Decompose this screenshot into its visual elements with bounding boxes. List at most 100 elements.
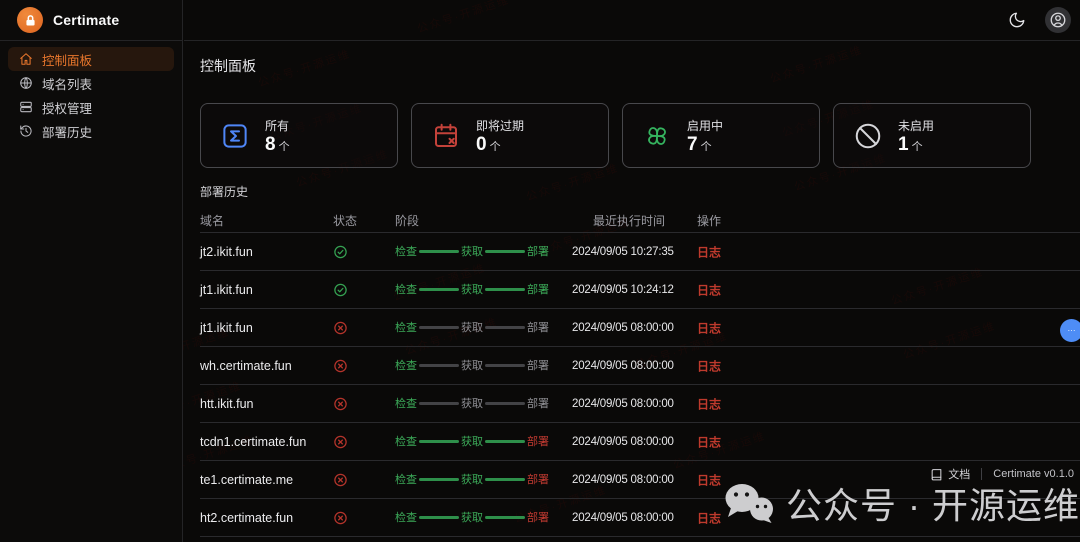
circle-x-icon: [333, 510, 348, 525]
lock-icon: [23, 13, 38, 28]
cell-stage: 检查 获取 部署: [395, 474, 549, 486]
cell-last-run-time: 2024/09/05 08:00:00: [572, 397, 674, 410]
stat-card-value: 7: [687, 133, 698, 155]
log-link[interactable]: 日志: [697, 473, 722, 487]
cell-status: [333, 244, 348, 259]
column-header-domain: 域名: [200, 214, 225, 228]
stage-label-2: 获取: [461, 473, 483, 486]
stage-label-3: 部署: [527, 245, 549, 258]
fan-icon: [642, 121, 672, 151]
book-icon: [930, 468, 943, 481]
stage-label-1: 检查: [395, 397, 417, 410]
sidebar-item-label: 部署历史: [42, 125, 93, 140]
globe-icon: [19, 76, 33, 90]
stat-card-text: 所有 8 个: [265, 117, 290, 155]
main-content: 控制面板 所有 8 个即将过期 0 个启用中 7 个未启用 1 个 部署历史 域名 状态 阶段 最近执…: [184, 41, 1080, 542]
sidebar-item-4[interactable]: 部署历史: [8, 119, 174, 143]
calendar-x-icon: [431, 121, 461, 151]
history-icon: [19, 124, 33, 138]
stage-connector-2: [485, 516, 525, 519]
table-row: tcdn1.certimate.fun 检查 获取 部署 2024/09/05 08:0…: [200, 423, 1080, 461]
stat-card-value: 0: [476, 133, 487, 155]
sidebar-item-1[interactable]: 控制面板: [8, 47, 174, 71]
docs-link[interactable]: 文档: [930, 466, 970, 482]
stage-label-3: 部署: [527, 397, 549, 410]
docs-label: 文档: [948, 469, 971, 481]
server-icon: [19, 100, 33, 114]
footer: 文档 Certimate v0.1.0: [930, 466, 1074, 482]
log-link[interactable]: 日志: [697, 359, 722, 373]
stage-connector-2: [485, 402, 525, 405]
circle-x-icon: [333, 472, 348, 487]
stat-card-1: 所有 8 个: [200, 103, 398, 168]
stage-label-1: 检查: [395, 245, 417, 258]
floating-widget-badge[interactable]: ···: [1060, 319, 1080, 342]
cell-stage: 检查 获取 部署: [395, 360, 549, 372]
stat-card-value: 8: [265, 133, 276, 155]
sidebar-item-3[interactable]: 授权管理: [8, 95, 174, 119]
log-link[interactable]: 日志: [697, 435, 722, 449]
stage-connector-1: [419, 364, 459, 367]
stage-connector-2: [485, 478, 525, 481]
cell-status: [333, 320, 348, 335]
stat-card-text: 未启用 1 个: [898, 117, 934, 155]
theme-toggle-button[interactable]: [1002, 5, 1032, 35]
cell-status: [333, 358, 348, 373]
table-row: ht2.certimate.fun 检查 获取 部署 2024/09/05 08:00:…: [200, 499, 1080, 537]
cell-stage: 检查 获取 部署: [395, 398, 549, 410]
stat-card-label: 启用中: [687, 118, 724, 133]
sigma-icon: [220, 121, 250, 151]
stage-connector-1: [419, 516, 459, 519]
stage-label-1: 检查: [395, 511, 417, 524]
stat-card-unit: 个: [278, 140, 290, 153]
app-version: Certimate v0.1.0: [993, 468, 1074, 480]
cell-last-run-time: 2024/09/05 08:00:00: [572, 473, 674, 486]
stage-connector-2: [485, 326, 525, 329]
log-link[interactable]: 日志: [697, 397, 722, 411]
stat-card-unit: 个: [489, 140, 501, 153]
table-body: jt2.ikit.fun 检查 获取 部署 2024/09/05 10:27:35 日志 j…: [200, 233, 1080, 537]
stage-connector-1: [419, 250, 459, 253]
stage-label-1: 检查: [395, 283, 417, 296]
stat-card-value: 1: [898, 133, 909, 155]
column-header-action: 操作: [697, 214, 722, 228]
sidebar-item-label: 域名列表: [42, 77, 93, 92]
cell-stage: 检查 获取 部署: [395, 436, 549, 448]
stage-connector-2: [485, 440, 525, 443]
stage-label-2: 获取: [461, 511, 483, 524]
circle-x-icon: [333, 396, 348, 411]
user-avatar-button[interactable]: [1045, 7, 1071, 33]
cell-domain: jt1.ikit.fun: [200, 282, 253, 297]
logo-row: Certimate: [0, 0, 182, 41]
stage-label-3: 部署: [527, 359, 549, 372]
stage-label-2: 获取: [461, 397, 483, 410]
stage-label-2: 获取: [461, 321, 483, 334]
deploy-history-table: 域名 状态 阶段 最近执行时间 操作 jt2.ikit.fun 检查 获取 部署 2024/09…: [200, 209, 1080, 537]
cell-domain: jt2.ikit.fun: [200, 244, 253, 259]
stage-label-1: 检查: [395, 359, 417, 372]
stage-label-1: 检查: [395, 473, 417, 486]
log-link[interactable]: 日志: [697, 321, 722, 335]
stage-label-3: 部署: [527, 321, 549, 334]
log-link[interactable]: 日志: [697, 245, 722, 259]
log-link[interactable]: 日志: [697, 511, 722, 525]
sidebar: Certimate 控制面板域名列表授权管理部署历史: [0, 0, 183, 542]
cell-last-run-time: 2024/09/05 08:00:00: [572, 321, 674, 334]
cell-last-run-time: 2024/09/05 08:00:00: [572, 359, 674, 372]
stat-card-text: 启用中 7 个: [687, 117, 723, 155]
stage-label-2: 获取: [461, 359, 483, 372]
cell-status: [333, 472, 348, 487]
stat-card-label: 即将过期: [476, 118, 525, 133]
stat-cards: 所有 8 个即将过期 0 个启用中 7 个未启用 1 个: [200, 103, 1080, 168]
cell-status: [333, 434, 348, 449]
log-link[interactable]: 日志: [697, 283, 722, 297]
sidebar-item-2[interactable]: 域名列表: [8, 71, 174, 95]
stat-card-4: 未启用 1 个: [833, 103, 1031, 168]
cell-status: [333, 282, 348, 297]
cell-domain: ht2.certimate.fun: [200, 510, 294, 525]
cell-domain: te1.certimate.me: [200, 472, 294, 487]
table-row: jt2.ikit.fun 检查 获取 部署 2024/09/05 10:27:35 日志: [200, 233, 1080, 271]
stat-card-label: 所有: [265, 118, 290, 133]
